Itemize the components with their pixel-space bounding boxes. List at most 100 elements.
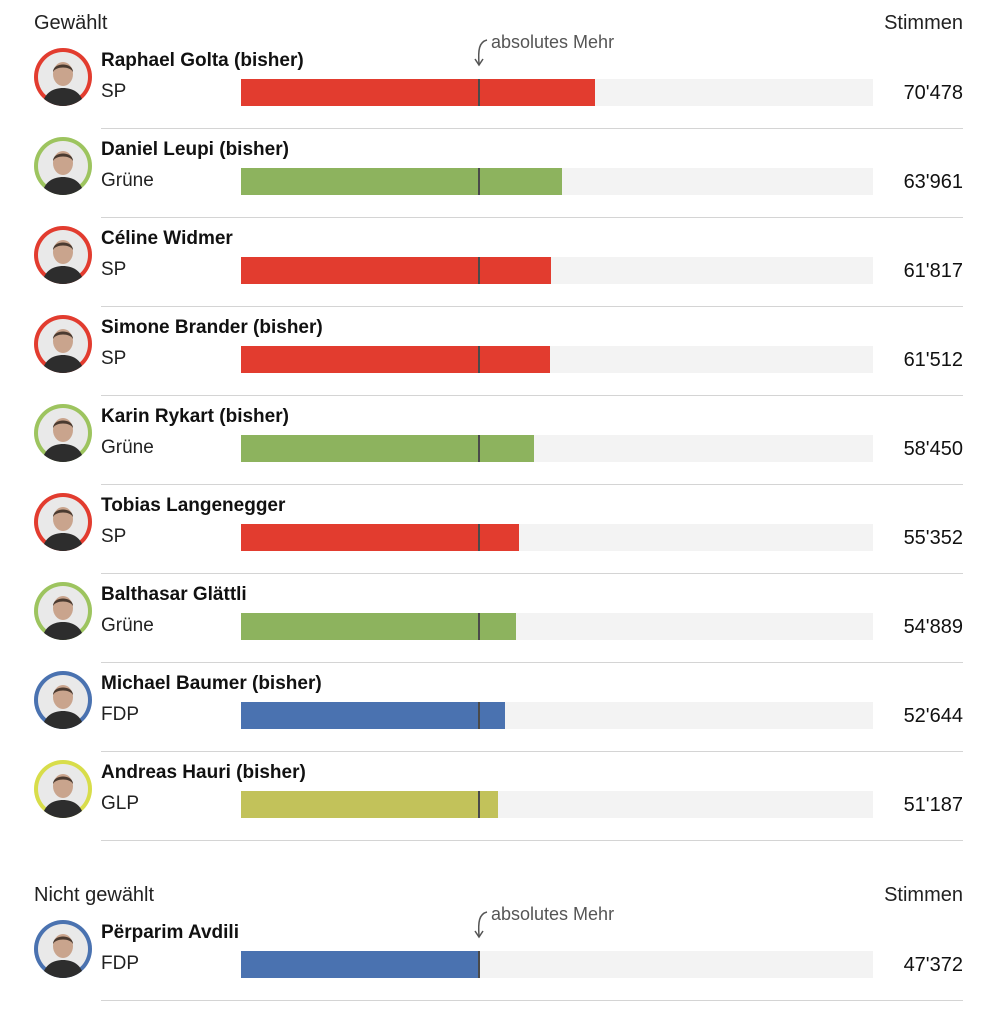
section-title: Gewählt — [34, 12, 108, 34]
absolute-majority-marker — [478, 168, 480, 195]
candidate-row: Daniel Leupi (bisher) Grüne 63'961 — [0, 129, 993, 218]
absolute-majority-marker — [478, 524, 480, 551]
absolute-majority-marker — [478, 951, 480, 978]
votes-column-label: Stimmen — [884, 12, 963, 34]
candidate-name: Andreas Hauri (bisher) — [101, 762, 306, 783]
vote-bar — [241, 524, 519, 551]
candidate-name: Simone Brander (bisher) — [101, 317, 323, 338]
vote-bar-track — [241, 435, 873, 462]
candidate-avatar — [34, 920, 92, 978]
candidate-votes: 52'644 — [903, 705, 963, 727]
row-divider — [101, 395, 963, 396]
vote-bar — [241, 702, 505, 729]
portrait-icon — [38, 141, 88, 195]
votes-column-label: Stimmen — [884, 884, 963, 906]
candidate-votes: 51'187 — [903, 794, 963, 816]
vote-bar — [241, 951, 479, 978]
candidate-row: Tobias Langenegger SP 55'352 — [0, 485, 993, 574]
vote-bar-track — [241, 524, 873, 551]
row-divider — [101, 751, 963, 752]
candidate-party: Grüne — [101, 170, 154, 191]
candidate-row: Përparim Avdili FDP absolutes Mehr 47'372 — [0, 904, 993, 1001]
candidate-party: Grüne — [101, 615, 154, 636]
absolute-majority-marker — [478, 613, 480, 640]
candidate-name: Raphael Golta (bisher) — [101, 50, 304, 71]
candidate-votes: 58'450 — [903, 438, 963, 460]
candidate-name: Daniel Leupi (bisher) — [101, 139, 289, 160]
candidate-party: GLP — [101, 793, 140, 814]
candidate-name: Përparim Avdili — [101, 922, 239, 943]
absolute-majority-marker — [478, 435, 480, 462]
absolute-majority-label: absolutes Mehr — [491, 904, 615, 924]
candidate-party: SP — [101, 81, 127, 102]
candidate-avatar — [34, 493, 92, 551]
row-divider — [101, 840, 963, 841]
portrait-icon — [38, 675, 88, 729]
row-divider — [101, 484, 963, 485]
vote-bar — [241, 257, 551, 284]
candidate-row: Karin Rykart (bisher) Grüne 58'450 — [0, 396, 993, 485]
candidate-votes: 54'889 — [903, 616, 963, 638]
absolute-majority-marker — [478, 346, 480, 373]
row-divider — [101, 573, 963, 574]
vote-bar-track — [241, 257, 873, 284]
vote-bar-track — [241, 346, 873, 373]
vote-bar-track — [241, 791, 873, 818]
candidate-party: FDP — [101, 953, 139, 974]
row-divider — [101, 217, 963, 218]
vote-bar — [241, 79, 595, 106]
candidate-avatar — [34, 137, 92, 195]
candidate-row: Céline Widmer SP 61'817 — [0, 218, 993, 307]
candidate-name: Céline Widmer — [101, 228, 233, 249]
row-divider — [101, 306, 963, 307]
candidate-row: Andreas Hauri (bisher) GLP 51'187 — [0, 752, 993, 841]
section-title: Nicht gewählt — [34, 884, 155, 906]
candidate-avatar — [34, 315, 92, 373]
vote-bar-track — [241, 951, 873, 978]
candidate-votes: 70'478 — [903, 82, 963, 104]
vote-bar — [241, 435, 534, 462]
candidate-row: Balthasar Glättli Grüne 54'889 — [0, 574, 993, 663]
candidate-name: Michael Baumer (bisher) — [101, 673, 322, 694]
absolute-majority-marker — [478, 79, 480, 106]
absolute-majority-annotation: absolutes Mehr — [474, 904, 679, 944]
portrait-icon — [38, 764, 88, 818]
curved-arrow-icon — [474, 911, 488, 939]
candidate-party: SP — [101, 259, 127, 280]
section-header: Gewählt Stimmen — [0, 0, 993, 40]
candidate-votes: 55'352 — [903, 527, 963, 549]
vote-bar-track — [241, 702, 873, 729]
candidate-party: FDP — [101, 704, 139, 725]
portrait-icon — [38, 52, 88, 106]
candidate-row: Michael Baumer (bisher) FDP 52'644 — [0, 663, 993, 752]
vote-bar-track — [241, 613, 873, 640]
candidate-party: SP — [101, 348, 127, 369]
portrait-icon — [38, 924, 88, 978]
absolute-majority-label: absolutes Mehr — [491, 32, 615, 52]
candidate-votes: 47'372 — [903, 954, 963, 976]
vote-bar — [241, 791, 498, 818]
candidate-name: Karin Rykart (bisher) — [101, 406, 289, 427]
vote-bar — [241, 613, 516, 640]
candidate-votes: 61'512 — [903, 349, 963, 371]
results-section-1: Nicht gewählt Stimmen Përparim Avdili FDP ab… — [0, 872, 993, 1001]
candidate-name: Balthasar Glättli — [101, 584, 247, 605]
portrait-icon — [38, 230, 88, 284]
portrait-icon — [38, 586, 88, 640]
candidate-avatar — [34, 226, 92, 284]
candidate-row: Simone Brander (bisher) SP 61'512 — [0, 307, 993, 396]
portrait-icon — [38, 319, 88, 373]
candidate-votes: 61'817 — [903, 260, 963, 282]
row-divider — [101, 1000, 963, 1001]
absolute-majority-marker — [478, 702, 480, 729]
portrait-icon — [38, 408, 88, 462]
candidate-avatar — [34, 48, 92, 106]
results-section-0: Gewählt Stimmen Raphael Golta (bisher) SP ab… — [0, 0, 993, 841]
vote-bar — [241, 168, 562, 195]
row-divider — [101, 128, 963, 129]
candidate-avatar — [34, 760, 92, 818]
candidate-party: Grüne — [101, 437, 154, 458]
candidate-party: SP — [101, 526, 127, 547]
absolute-majority-annotation: absolutes Mehr — [474, 32, 679, 72]
candidate-name: Tobias Langenegger — [101, 495, 286, 516]
